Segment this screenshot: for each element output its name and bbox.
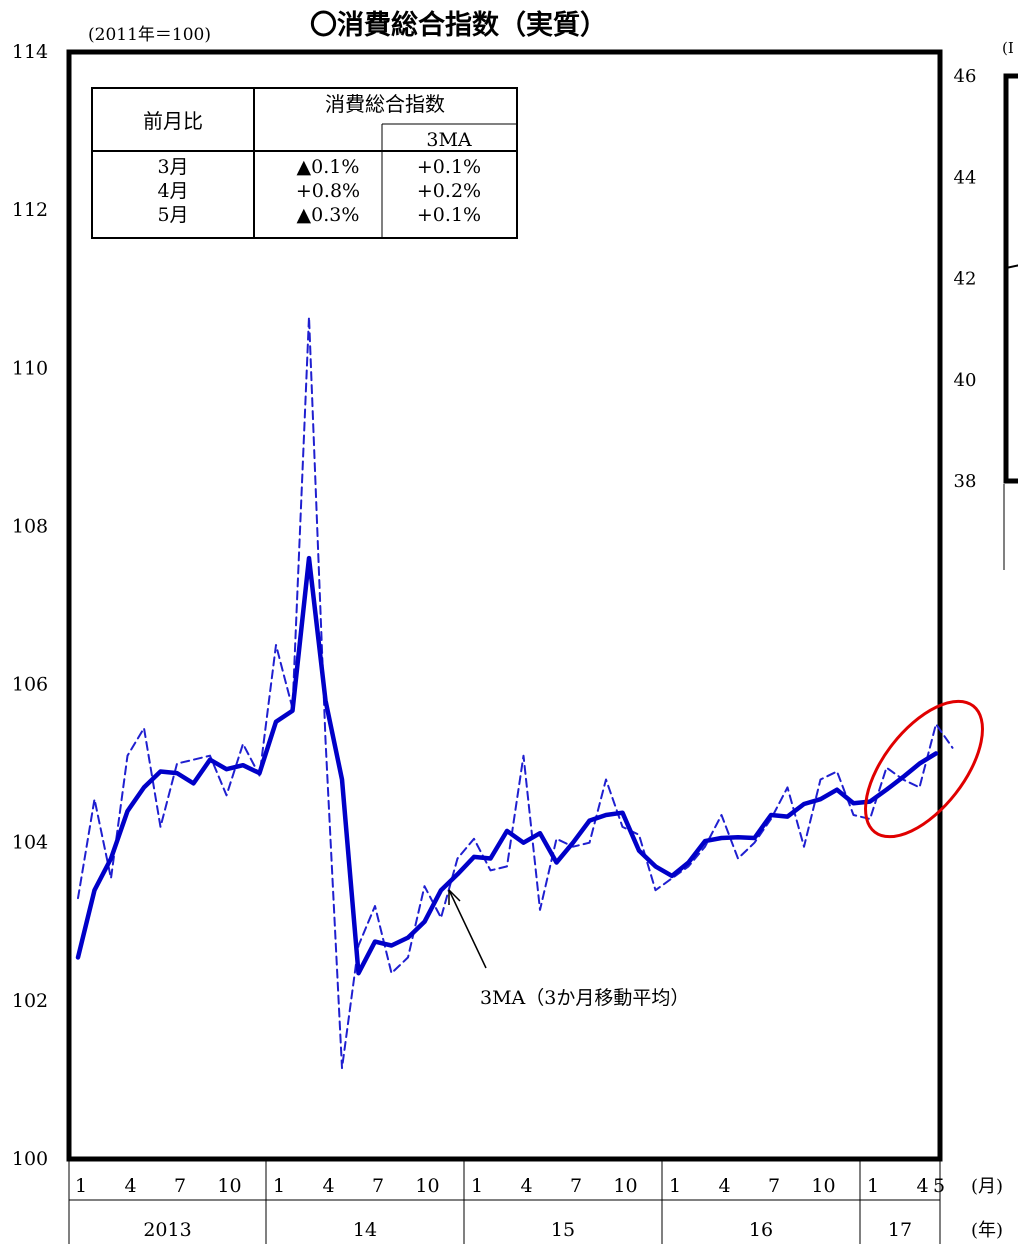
highlight-ellipse — [864, 699, 984, 839]
y-tick-label: 110 — [12, 357, 48, 379]
table-cell-3ma: +0.2% — [417, 180, 481, 202]
table-cell-month: 4月 — [157, 180, 188, 202]
right-panel-unit: (I — [1002, 39, 1014, 57]
y-tick-label: 104 — [12, 832, 48, 854]
unit-label: (2011年＝100) — [88, 25, 211, 45]
annotation-label: 3MA（3か月移動平均） — [480, 987, 689, 1009]
x-month-tick: 4 — [916, 1175, 928, 1197]
x-year-label: 15 — [551, 1219, 575, 1241]
x-month-tick: 10 — [217, 1175, 241, 1197]
x-year-unit: (年) — [971, 1220, 1003, 1241]
right-panel-y-axis: 38 40 42 44 46 — [954, 66, 977, 492]
right-panel: 38 40 42 44 46 — [954, 66, 1018, 570]
x-month-tick: 5 — [933, 1175, 945, 1197]
table-frame — [91, 87, 518, 239]
x-month-tick: 1 — [75, 1175, 87, 1197]
x-month-tick: 1 — [669, 1175, 681, 1197]
annotation-arrow-head — [448, 889, 461, 905]
table-rows: 3月 ▲0.1% +0.1% 4月 +0.8% +0.2% 5月 ▲0.3% +0.1% — [157, 156, 481, 226]
x-month-tick: 10 — [613, 1175, 637, 1197]
x-month-unit: (月) — [971, 1176, 1003, 1197]
x-month-tick: 10 — [415, 1175, 439, 1197]
right-y-tick-label: 40 — [954, 370, 977, 391]
y-axis: 100 102 104 106 108 110 112 114 — [12, 41, 48, 1170]
x-year-label: 2013 — [143, 1219, 191, 1241]
series-group — [75, 315, 954, 1070]
chart-title: 〇消費総合指数（実質） — [310, 9, 607, 41]
table-cell-index: ▲0.3% — [297, 204, 360, 226]
x-month-tick: 4 — [322, 1175, 334, 1197]
right-y-tick-label: 42 — [954, 269, 977, 290]
right-y-tick-label: 44 — [954, 167, 977, 188]
table-cell-month: 3月 — [157, 156, 188, 178]
table-sub-header: 3MA — [426, 129, 472, 151]
table-col-header: 消費総合指数 — [325, 92, 445, 116]
x-month-tick: 4 — [718, 1175, 730, 1197]
y-tick-label: 102 — [12, 990, 48, 1012]
y-tick-label: 106 — [12, 674, 48, 696]
x-month-tick: 7 — [768, 1175, 780, 1197]
right-panel-frame — [1003, 73, 1018, 484]
annotation-arrow-line — [448, 889, 487, 969]
x-year-label: 14 — [353, 1219, 377, 1241]
y-tick-label: 100 — [12, 1148, 48, 1170]
x-month-tick: 7 — [570, 1175, 582, 1197]
table-cell-index: +0.8% — [296, 180, 360, 202]
series-line-index — [77, 315, 954, 1070]
table-cell-month: 5月 — [157, 204, 188, 226]
x-month-tick: 7 — [372, 1175, 384, 1197]
x-month-tick: 4 — [520, 1175, 532, 1197]
series-line-3ma — [75, 555, 939, 976]
x-year-label: 17 — [888, 1219, 912, 1241]
x-month-tick: 7 — [174, 1175, 186, 1197]
y-tick-label: 108 — [12, 515, 48, 537]
plot-frame — [66, 49, 943, 1162]
x-month-tick: 4 — [124, 1175, 136, 1197]
table-row-header: 前月比 — [143, 109, 203, 133]
right-y-tick-label: 38 — [954, 471, 977, 492]
x-month-tick: 1 — [273, 1175, 285, 1197]
table-cell-index: ▲0.1% — [297, 156, 360, 178]
right-y-tick-label: 46 — [954, 66, 977, 87]
y-tick-label: 112 — [12, 199, 48, 221]
summary-table: 前月比 消費総合指数 3MA 3月 ▲0.1% +0.1% 4月 +0.8% +0.2% 5… — [91, 87, 518, 239]
table-cell-3ma: +0.1% — [417, 204, 481, 226]
table-cell-3ma: +0.1% — [417, 156, 481, 178]
y-tick-label: 114 — [12, 41, 48, 63]
x-month-tick: 1 — [471, 1175, 483, 1197]
x-month-tick: 10 — [811, 1175, 835, 1197]
x-month-tick: 1 — [867, 1175, 879, 1197]
x-year-label: 16 — [749, 1219, 773, 1241]
